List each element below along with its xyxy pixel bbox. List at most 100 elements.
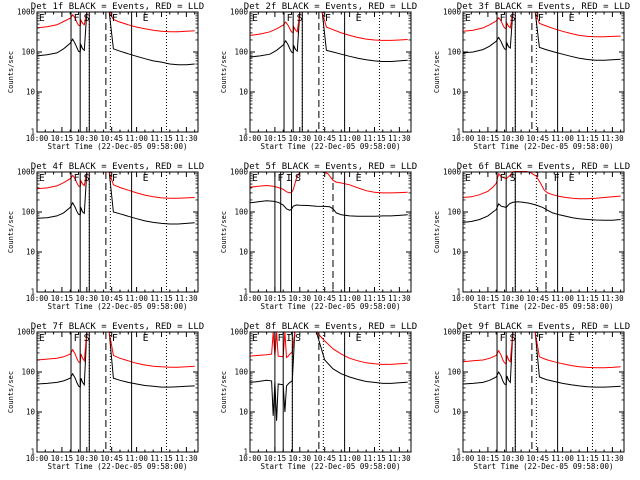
x-tick-label: 10:45 [100,294,123,303]
x-tick-label: 11:00 [551,134,574,143]
y-tick-label: 1 [456,288,461,297]
region-label: E [465,173,471,184]
y-axis-label: Counts/sec [220,51,228,93]
plot-frame [249,171,412,293]
region-label: S [295,173,301,184]
x-tick-label: 10:00 [452,454,475,463]
region-label: E [252,13,258,24]
x-tick-label: 11:30 [388,294,411,303]
region-label: S [510,13,516,24]
region-label: F [500,333,506,344]
y-tick-label: 100 [234,368,248,377]
y-tick-label: 1 [456,448,461,457]
y-tick-label: 10 [26,88,36,97]
x-tick-label: 11:15 [576,294,599,303]
events-series-line [250,200,408,217]
x-tick-label: 10:15 [51,134,74,143]
x-tick-label: 10:00 [239,294,262,303]
region-label: F [287,13,293,24]
region-label: E [39,173,45,184]
y-tick-label: 100 [447,208,461,217]
y-tick-label: 1000 [230,168,249,177]
x-tick-label: 10:45 [313,294,336,303]
x-tick-label: 10:15 [477,454,500,463]
y-tick-label: 1 [456,128,461,137]
y-tick-label: 100 [21,48,35,57]
x-axis-label: Start Time (22-Dec-05 09:58:00) [474,302,614,311]
region-label: E [143,173,149,184]
plot-title: Det 9f BLACK = Events, RED = LLD [457,322,630,332]
region-label: I [286,173,292,184]
x-tick-label: 10:45 [526,294,549,303]
x-tick-label: 11:00 [125,454,148,463]
y-tick-label: 100 [234,48,248,57]
region-label: E [39,13,45,24]
y-tick-label: 10 [239,88,249,97]
x-tick-label: 11:30 [175,294,198,303]
region-label: E [356,333,362,344]
x-tick-label: 11:30 [601,454,624,463]
region-label: F [500,13,506,24]
y-axis-label: Counts/sec [433,51,441,93]
x-tick-label: 10:00 [452,134,475,143]
events-series-line [463,201,621,223]
x-axis-label: Start Time (22-Dec-05 09:58:00) [48,142,188,151]
y-axis-label: Counts/sec [220,211,228,253]
x-tick-label: 11:00 [125,294,148,303]
x-tick-label: 10:45 [313,454,336,463]
x-tick-label: 11:30 [175,454,198,463]
lld-series-line [463,171,621,200]
x-tick-label: 11:30 [601,134,624,143]
x-tick-label: 11:15 [150,294,173,303]
x-tick-label: 11:00 [338,134,361,143]
y-tick-label: 1000 [230,8,249,17]
x-axis-label: Start Time (22-Dec-05 09:58:00) [474,142,614,151]
x-tick-label: 11:15 [576,134,599,143]
y-tick-label: 1 [30,288,35,297]
x-tick-label: 10:30 [289,294,312,303]
y-tick-label: 100 [447,368,461,377]
plot-title: Det 1f BLACK = Events, RED = LLD [31,2,204,12]
y-axis-label: Counts/sec [433,371,441,413]
y-axis-label: Counts/sec [7,211,15,253]
x-tick-label: 11:15 [150,134,173,143]
x-axis-label: Start Time (22-Dec-05 09:58:00) [48,462,188,471]
plot-frame [36,11,199,133]
plot-frame [462,11,625,133]
x-tick-label: 10:15 [51,454,74,463]
x-tick-label: 10:45 [100,454,123,463]
x-tick-label: 10:30 [76,454,99,463]
plot-frame [249,331,412,453]
x-tick-label: 11:00 [338,294,361,303]
y-tick-label: 1 [243,128,248,137]
plot-frame [462,171,625,293]
y-tick-label: 100 [447,48,461,57]
x-tick-label: 11:00 [551,454,574,463]
region-label: S [295,333,301,344]
x-tick-label: 11:15 [363,294,386,303]
x-tick-label: 11:15 [363,454,386,463]
x-tick-label: 10:00 [26,134,49,143]
region-label: E [252,333,258,344]
x-tick-label: 10:30 [502,134,525,143]
x-tick-label: 10:30 [289,134,312,143]
y-axis-label: Counts/sec [220,371,228,413]
region-label: F [74,333,80,344]
y-tick-label: 1 [30,448,35,457]
region-label: F [278,333,284,344]
plot-title: Det 8f BLACK = Events, RED = LLD [244,322,417,332]
x-tick-label: 11:30 [601,294,624,303]
x-tick-label: 11:15 [363,134,386,143]
plot-frame [462,331,625,453]
x-tick-label: 11:30 [388,454,411,463]
region-label: F [554,173,560,184]
region-label: E [569,333,575,344]
region-label: E [252,173,258,184]
x-tick-label: 10:45 [526,134,549,143]
x-tick-label: 10:15 [264,454,287,463]
x-axis-label: Start Time (22-Dec-05 09:58:00) [261,462,401,471]
region-label: F [112,13,118,24]
